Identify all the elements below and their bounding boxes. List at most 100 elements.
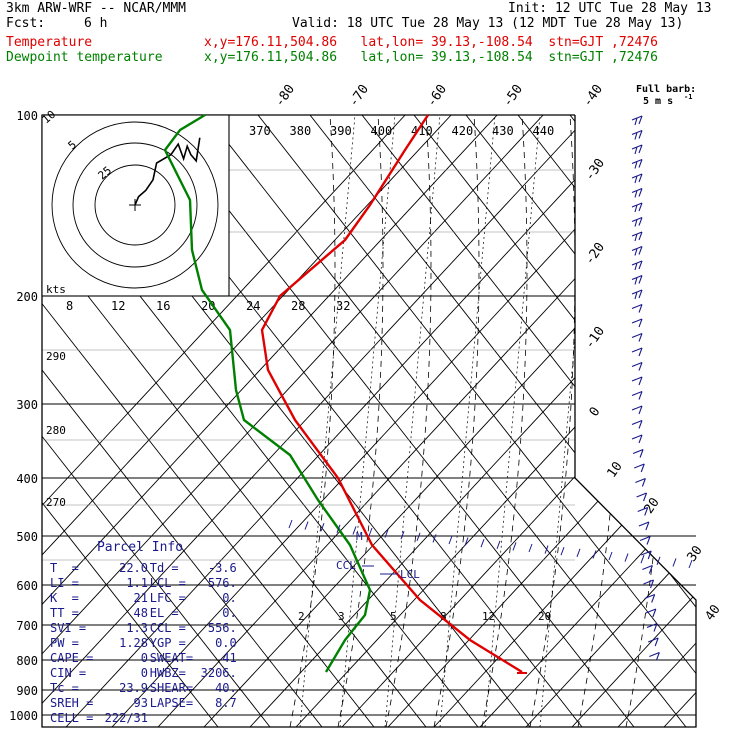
parcel-info-row: SREH = 93 LAPSE= 8.7 xyxy=(50,696,240,711)
lower-barb xyxy=(384,529,389,538)
wind-barb xyxy=(636,492,648,502)
parcel-label: CIN = xyxy=(50,666,87,680)
parcel-label: T = xyxy=(50,561,79,575)
parcel-label: CELL = xyxy=(50,711,94,725)
left-theta-tick-label: 270 xyxy=(46,496,66,509)
parcel-label: LI = xyxy=(50,576,79,590)
wind-barb xyxy=(638,521,650,531)
lower-barb xyxy=(432,534,437,543)
hodograph-ring xyxy=(94,164,176,246)
parcel-info-row: CIN = 0 HWBZ= 3206. xyxy=(50,666,240,681)
parcel-label xyxy=(150,711,195,726)
mixing-tick-label: 12 xyxy=(111,299,125,313)
temperature-line xyxy=(260,114,523,674)
mixing-tick-label: 24 xyxy=(246,299,260,313)
m-marker: M xyxy=(356,530,363,543)
lower-barb xyxy=(624,553,629,562)
parcel-label: SHEAR= xyxy=(149,681,194,695)
temperature-tick-label: -70 xyxy=(346,82,372,110)
parcel-value: 1.28 xyxy=(119,636,148,650)
isotherm xyxy=(42,115,498,727)
temperature-tick-label: -40 xyxy=(580,82,606,110)
wind-barb xyxy=(640,550,652,560)
moist-adiabat xyxy=(577,115,624,727)
lower-barb xyxy=(288,519,293,529)
wind-barb xyxy=(643,579,655,589)
parcel-label: SWEAT= xyxy=(149,651,194,665)
parcel-label: TT = xyxy=(50,606,79,620)
wind-barb xyxy=(631,231,643,242)
parcel-value: 48 xyxy=(133,606,148,620)
wind-barb xyxy=(631,376,643,386)
theta-tick-label: 380 xyxy=(290,124,312,138)
isotherm xyxy=(571,115,696,727)
dewpoint-legend: Dewpoint temperature xyxy=(6,50,163,65)
mixing-ratio-line xyxy=(384,115,441,727)
mixing-tick-label: 16 xyxy=(156,299,170,313)
mixing-ratio-line xyxy=(299,115,356,727)
left-theta-tick-label: 280 xyxy=(46,424,66,437)
temperature-tick-label: -80 xyxy=(272,82,298,110)
parcel-info-row: TT = 48 EL = 0. xyxy=(50,606,240,621)
parcel-value: 576. xyxy=(207,576,237,590)
wind-barb xyxy=(632,448,644,458)
parcel-label: SREH = xyxy=(50,696,94,710)
temperature-tick-label: 30 xyxy=(684,543,705,564)
moist-adiabat xyxy=(385,115,432,727)
fcst-value: 6 h xyxy=(84,16,108,31)
pressure-tick-label: 1000 xyxy=(9,709,38,723)
parcel-value xyxy=(195,711,237,726)
kts-label: kts xyxy=(46,283,66,296)
isotherm xyxy=(42,115,452,727)
wind-barb xyxy=(631,144,643,155)
lower-barb xyxy=(608,551,613,561)
wind-barb xyxy=(631,434,643,444)
parcel-value: 556. xyxy=(207,621,237,635)
lower-mixing-tick-label: 12 xyxy=(482,610,495,623)
wind-barb xyxy=(631,390,643,400)
lower-mixing-tick-label: 20 xyxy=(538,610,551,623)
lower-barb xyxy=(544,545,549,554)
parcel-value: 0. xyxy=(222,591,237,605)
pressure-tick-label: 300 xyxy=(16,398,38,412)
parcel-info-row: CELL = 222/31 xyxy=(50,711,240,726)
wind-barb xyxy=(631,318,643,328)
wind-barb xyxy=(631,260,643,271)
valid-time: Valid: 18 UTC Tue 28 May 13 (12 MDT Tue … xyxy=(292,16,684,31)
hodograph-ring xyxy=(51,121,219,289)
hodograph-trace xyxy=(134,137,201,206)
pressure-tick-label: 500 xyxy=(16,530,38,544)
parcel-label: LAPSE= xyxy=(149,696,194,710)
parcel-value: 222/31 xyxy=(104,711,148,725)
isotherm xyxy=(387,115,696,727)
wind-barb xyxy=(634,463,645,473)
wind-barb xyxy=(631,245,643,256)
isotherm xyxy=(203,115,696,727)
parcel-label: Tc = xyxy=(50,681,79,695)
isotherm xyxy=(710,115,740,727)
lower-barb xyxy=(496,540,501,549)
temperature-location: x,y=176.11,504.86 lat,lon= 39.13,-108.54… xyxy=(204,35,658,50)
dry-adiabat xyxy=(465,115,696,727)
ccl-marker: CCL xyxy=(336,559,356,572)
lower-barb xyxy=(400,531,405,540)
lower-mixing-tick-label: 8 xyxy=(440,610,447,623)
dry-adiabat xyxy=(361,115,696,727)
lower-mixing-tick-label: 5 xyxy=(390,610,397,623)
lower-barb xyxy=(512,542,517,551)
parcel-info-row: LI = 1.1 LCL = 576. xyxy=(50,576,240,591)
parcel-label: K = xyxy=(50,591,79,605)
wind-barb xyxy=(639,535,651,545)
pressure-tick-label: 900 xyxy=(16,684,38,698)
lower-barb xyxy=(480,539,485,548)
parcel-label: Td = xyxy=(149,561,179,575)
wind-barb xyxy=(631,173,643,184)
theta-tick-label: 370 xyxy=(249,124,271,138)
parcel-label: LCL = xyxy=(149,576,186,590)
temperature-tick-label: -60 xyxy=(424,82,450,110)
mixing-ratio-line xyxy=(439,115,496,727)
mixing-tick-label: 32 xyxy=(336,299,350,313)
lower-barb xyxy=(336,524,341,533)
temperature-tick-label: 0 xyxy=(587,404,604,419)
theta-tick-label: 430 xyxy=(492,124,514,138)
